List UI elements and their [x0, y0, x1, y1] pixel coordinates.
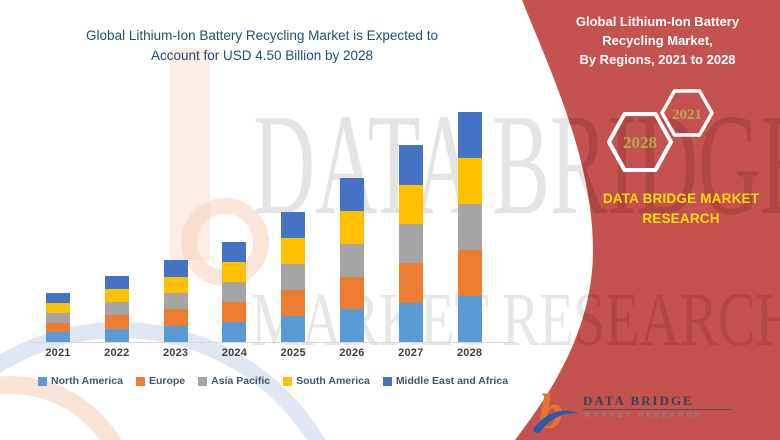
x-axis-label: 2028	[456, 347, 483, 359]
bar-segment-2026	[340, 178, 364, 212]
legend-label: South America	[296, 375, 370, 387]
chart-title: Global Lithium-Ion Battery Recycling Mar…	[42, 26, 482, 65]
red-panel-shape	[515, 0, 780, 440]
x-axis-label: 2024	[221, 347, 248, 359]
legend-item: Europe	[135, 375, 186, 387]
x-axis-label: 2022	[104, 347, 130, 359]
chart-legend: North America Europe Asia Pacific South Ame…	[38, 375, 508, 387]
watermark-text-line2-dark: MARKET RESEARCH	[251, 278, 780, 362]
x-axis-label: 2021	[45, 347, 71, 359]
x-axis-label: 2023	[162, 347, 189, 359]
bar-segment-2025	[281, 263, 306, 290]
legend-swatch	[382, 376, 392, 386]
legend-item: Middle East and Africa	[382, 375, 509, 387]
bar-segment-2022	[104, 328, 129, 342]
bar-segment-2024	[222, 302, 247, 323]
bar-segment-2027	[398, 302, 423, 342]
x-axis-line	[28, 342, 516, 343]
legend-item: North America	[38, 375, 123, 387]
hexagon-2021-label: 2021	[672, 107, 702, 123]
legend-swatch	[38, 376, 47, 386]
bar-segment-2026	[340, 309, 364, 342]
bar-segment-2028	[457, 112, 482, 159]
bar-segment-2023	[163, 309, 188, 326]
watermark-swoosh-peach	[0, 376, 122, 440]
bar-segment-2028	[457, 204, 482, 250]
bar-segment-2021	[46, 312, 70, 323]
legend-label: Middle East and Africa	[395, 375, 509, 387]
x-axis-label: 2027	[398, 347, 424, 359]
bar-segment-2023	[163, 325, 188, 342]
bar-segment-2021	[46, 293, 70, 304]
bar-segment-2025	[281, 211, 306, 238]
bar-segment-2024	[222, 282, 247, 303]
bar-segment-2024	[222, 242, 247, 263]
hexagon-2021	[660, 89, 714, 137]
bar-segment-2022	[104, 302, 129, 316]
bar-segment-2024	[222, 262, 247, 283]
legend-item: South America	[283, 375, 370, 387]
hexagon-2028	[607, 112, 673, 172]
bar-segment-2021	[46, 322, 70, 333]
legend-label: Asia Pacific	[211, 375, 271, 387]
bar-segment-2026	[340, 243, 364, 277]
bar-segment-2023	[163, 292, 188, 310]
bar-segment-2028	[457, 296, 482, 342]
legend-item: Asia Pacific	[198, 375, 270, 387]
bar-segment-2027	[398, 223, 423, 264]
legend-label: Europe	[148, 375, 186, 387]
legend-swatch	[283, 376, 293, 386]
chart-title-line2: Account for USD 4.50 Billion by 2028	[150, 47, 374, 63]
bar-segment-2026	[340, 276, 364, 310]
bar-segment-2024	[222, 322, 247, 342]
x-axis-label: 2025	[280, 347, 306, 359]
hexagon-2028-label: 2028	[623, 133, 657, 152]
bar-segment-2025	[281, 315, 306, 342]
legend-swatch	[135, 376, 145, 386]
bar-segment-2025	[281, 237, 306, 264]
bar-segment-2028	[457, 158, 482, 205]
bar-segment-2023	[163, 260, 188, 277]
chart-title-line1: Global Lithium-Ion Battery Recycling Mar…	[86, 28, 438, 43]
bar-segment-2027	[398, 145, 423, 185]
logo-swoosh	[533, 410, 579, 433]
databridge-logo-mark: b	[533, 383, 579, 439]
bar-segment-2022	[104, 275, 129, 289]
bar-segment-2021	[46, 332, 70, 342]
bar-segment-2026	[340, 211, 364, 244]
bar-segment-2027	[398, 263, 423, 303]
red-panel-watermark: DATA BRIDGE MARKET RESEARCH	[251, 85, 780, 362]
legend-label: North America	[51, 375, 123, 387]
legend-swatch	[198, 376, 208, 386]
bar-segment-2027	[398, 184, 423, 224]
bar-segment-2022	[104, 315, 129, 329]
bar-segment-2023	[163, 276, 188, 293]
logo-b-glyph: b	[538, 383, 563, 439]
bar-segment-2028	[457, 250, 482, 296]
x-axis-label: 2026	[339, 347, 365, 359]
bar-segment-2021	[46, 303, 70, 313]
bar-segment-2025	[281, 289, 306, 316]
bar-segment-2022	[104, 288, 129, 303]
